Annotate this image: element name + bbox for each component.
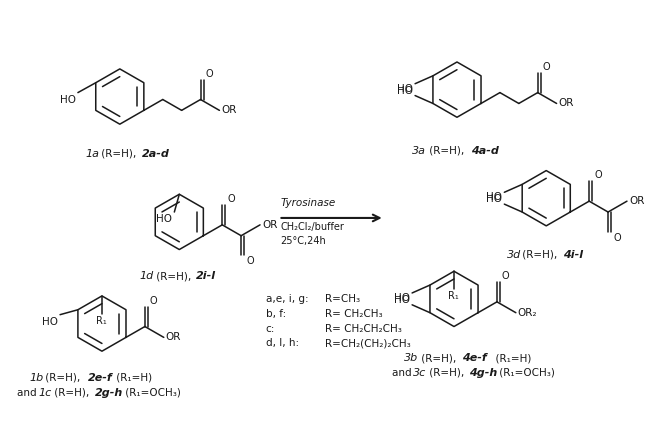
- Text: 1b: 1b: [29, 373, 44, 383]
- Text: HO: HO: [394, 295, 410, 305]
- Text: OR: OR: [262, 220, 277, 230]
- Text: O: O: [206, 69, 213, 79]
- Text: 4i-l: 4i-l: [563, 250, 583, 259]
- Text: 2a-d: 2a-d: [141, 149, 170, 159]
- Text: 3d: 3d: [507, 250, 521, 259]
- Text: O: O: [543, 62, 550, 72]
- Text: R=CH₃: R=CH₃: [325, 294, 360, 304]
- Text: HO: HO: [42, 317, 58, 327]
- Text: (R=H),: (R=H),: [153, 271, 194, 281]
- Text: O: O: [227, 194, 234, 204]
- Text: R₁: R₁: [448, 291, 458, 301]
- Text: 3c: 3c: [413, 368, 427, 378]
- Text: R= CH₂CH₃: R= CH₂CH₃: [325, 309, 383, 319]
- Text: OR: OR: [165, 333, 181, 342]
- Text: O: O: [150, 296, 157, 306]
- Text: O: O: [613, 233, 620, 243]
- Text: 4g-h: 4g-h: [469, 368, 497, 378]
- Text: OR₂: OR₂: [518, 308, 537, 318]
- Text: HO: HO: [486, 192, 502, 202]
- Text: d, l, h:: d, l, h:: [265, 339, 299, 348]
- Text: Tyrosinase: Tyrosinase: [281, 198, 336, 208]
- Text: 1c: 1c: [38, 388, 52, 398]
- Text: O: O: [246, 256, 254, 267]
- Text: 4a-d: 4a-d: [471, 146, 498, 156]
- Text: HO: HO: [394, 293, 410, 303]
- Text: and: and: [391, 368, 415, 378]
- Text: HO: HO: [486, 194, 502, 204]
- Text: (R₁=H): (R₁=H): [113, 373, 152, 383]
- Text: 2g-h: 2g-h: [95, 388, 123, 398]
- Text: 1a: 1a: [85, 149, 99, 159]
- Text: b, f:: b, f:: [265, 309, 286, 319]
- Text: (R=H),: (R=H),: [426, 368, 468, 378]
- Text: (R₁=OCH₃): (R₁=OCH₃): [496, 368, 555, 378]
- Text: and: and: [17, 388, 40, 398]
- Text: CH₂Cl₂/buffer: CH₂Cl₂/buffer: [281, 222, 344, 232]
- Text: O: O: [594, 170, 602, 181]
- Text: 1d: 1d: [139, 271, 154, 281]
- Text: (R=H),: (R=H),: [426, 146, 468, 156]
- Text: (R=H),: (R=H),: [52, 388, 93, 398]
- Text: R=CH₂(CH₂)₂CH₃: R=CH₂(CH₂)₂CH₃: [325, 339, 411, 348]
- Text: HO: HO: [397, 83, 413, 94]
- Text: 2e-f: 2e-f: [88, 373, 113, 383]
- Text: OR: OR: [629, 196, 645, 206]
- Text: R₁: R₁: [96, 316, 107, 326]
- Text: a,e, i, g:: a,e, i, g:: [265, 294, 308, 304]
- Text: (R=H),: (R=H),: [418, 353, 460, 363]
- Text: OR: OR: [559, 98, 574, 108]
- Text: 3a: 3a: [412, 146, 426, 156]
- Text: (R=H),: (R=H),: [42, 373, 84, 383]
- Text: HO: HO: [156, 214, 172, 224]
- Text: O: O: [502, 271, 509, 281]
- Text: c:: c:: [265, 324, 275, 333]
- Text: R= CH₂CH₂CH₃: R= CH₂CH₂CH₃: [325, 324, 402, 333]
- Text: 4e-f: 4e-f: [462, 353, 486, 363]
- Text: HO: HO: [60, 95, 76, 104]
- Text: (R=H),: (R=H),: [98, 149, 139, 159]
- Text: 25°C,24h: 25°C,24h: [281, 236, 326, 246]
- Text: (R₁=H): (R₁=H): [488, 353, 531, 363]
- Text: OR: OR: [221, 105, 237, 116]
- Text: 3b: 3b: [405, 353, 419, 363]
- Text: 2i-l: 2i-l: [196, 271, 216, 281]
- Text: (R=H),: (R=H),: [519, 250, 561, 259]
- Text: HO: HO: [397, 86, 413, 96]
- Text: (R₁=OCH₃): (R₁=OCH₃): [122, 388, 181, 398]
